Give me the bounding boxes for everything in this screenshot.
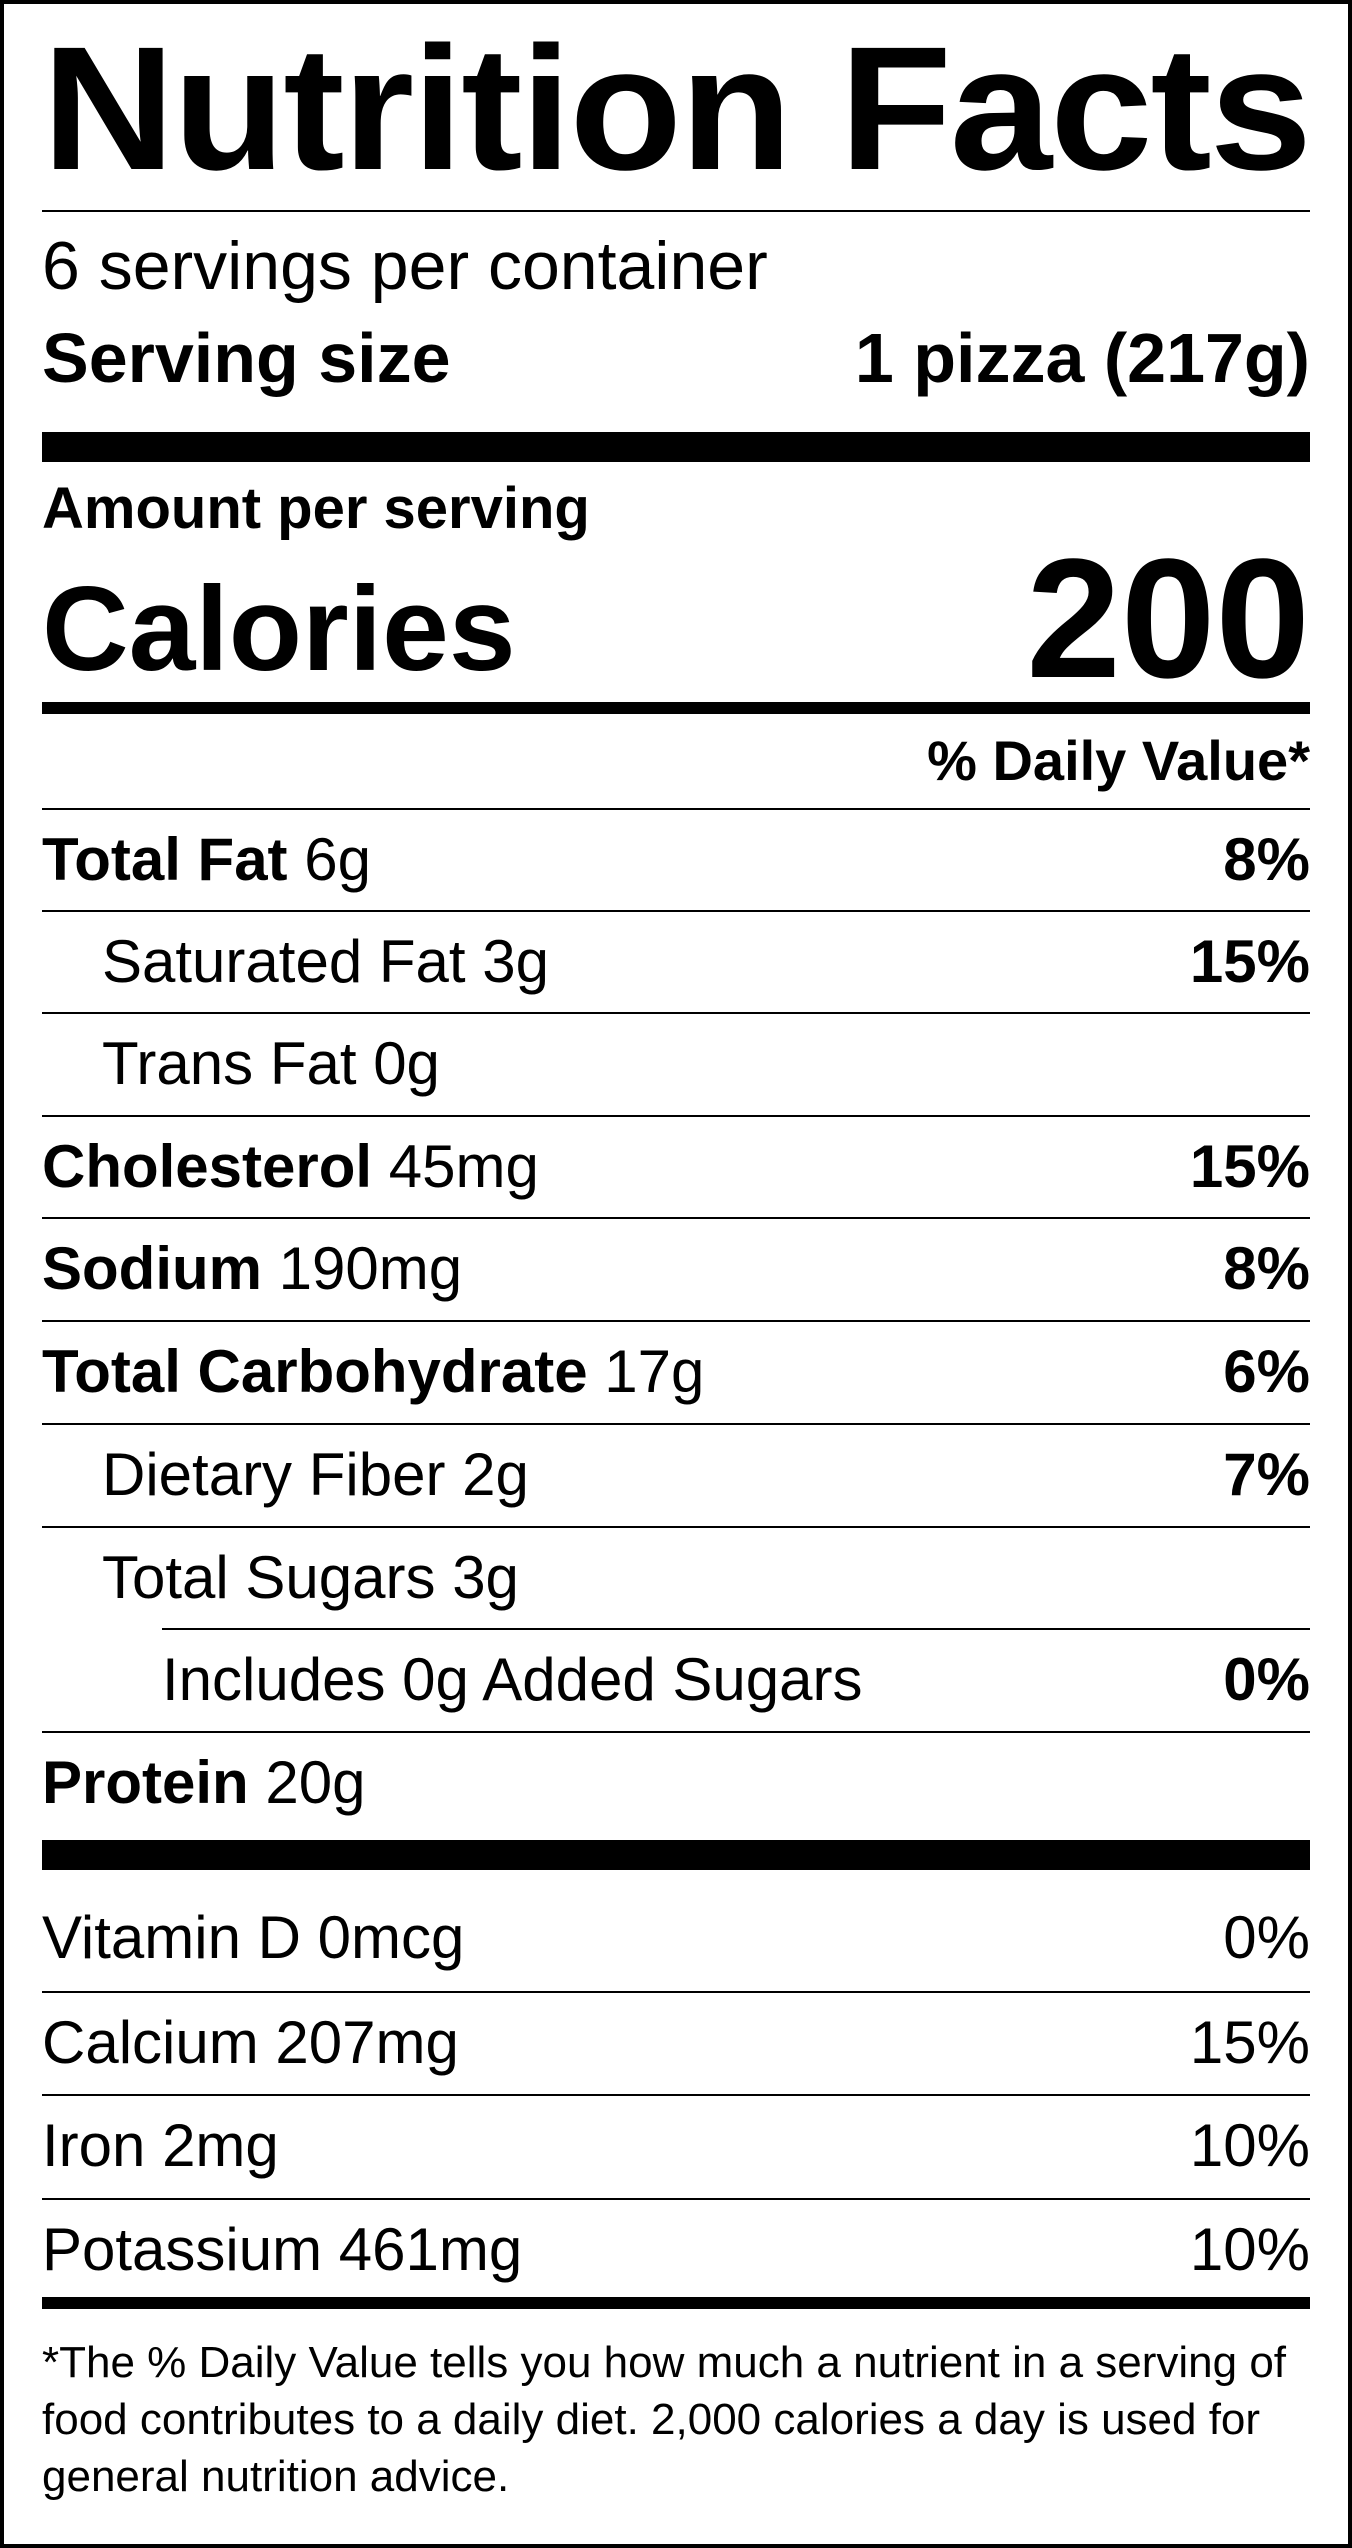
row-divider xyxy=(42,2198,1310,2200)
nutrient-name: Total Sugars xyxy=(102,1544,436,1611)
nutrient-dv: 7% xyxy=(1223,1441,1310,1508)
vitamin-name: Vitamin D xyxy=(42,1904,301,1971)
vitamin-amount: 0mcg xyxy=(317,1904,465,1971)
nutrient-amount: 20g xyxy=(265,1749,366,1816)
vitamin-name: Iron xyxy=(42,2112,146,2179)
calories-label: Calories xyxy=(42,562,516,696)
nutrient-row-dietary-fiber: Dietary Fiber 2g 7% xyxy=(42,1425,1310,1525)
vitamin-amount: 2mg xyxy=(162,2112,279,2179)
nutrient-row-total-sugars: Total Sugars 3g xyxy=(42,1528,1310,1628)
nutrient-dv: 15% xyxy=(1189,928,1310,995)
label-content: Nutrition Facts 6 servings per container… xyxy=(42,4,1312,2544)
nutrient-dv: 0% xyxy=(1223,1646,1310,1713)
row-divider xyxy=(42,1991,1310,1993)
row-divider xyxy=(42,2094,1310,2096)
nutrient-name: Total Fat xyxy=(42,826,288,893)
vitamin-dv: 10% xyxy=(1189,2112,1310,2179)
row-divider xyxy=(42,1526,1310,1528)
row-divider xyxy=(42,1423,1310,1425)
servings-per-container: 6 servings per container xyxy=(42,228,768,304)
vitamin-row-iron: Iron 2mg 10% xyxy=(42,2096,1310,2196)
nutrient-amount: 3g xyxy=(452,1544,519,1611)
calories-row: Calories 200 xyxy=(42,524,1310,704)
vitamin-name: Potassium xyxy=(42,2216,323,2283)
vitamin-amount: 461mg xyxy=(338,2216,523,2283)
nutrient-row-saturated-fat: Saturated Fat 3g 15% xyxy=(42,912,1310,1012)
vitamin-row-potassium: Potassium 461mg 10% xyxy=(42,2200,1310,2300)
nutrient-dv: 6% xyxy=(1223,1338,1310,1405)
nutrient-row-added-sugars: Includes 0g Added Sugars 0% xyxy=(42,1630,1310,1730)
row-divider xyxy=(42,1320,1310,1322)
nutrient-amount: 6g xyxy=(304,826,371,893)
row-divider xyxy=(42,1217,1310,1219)
calories-divider xyxy=(42,702,1310,714)
row-divider xyxy=(42,808,1310,810)
vitamin-row-vitamin-d: Vitamin D 0mcg 0% xyxy=(42,1888,1310,1988)
nutrient-amount: 45mg xyxy=(388,1133,539,1200)
nutrient-row-trans-fat: Trans Fat 0g xyxy=(42,1014,1310,1114)
label-title: Nutrition Facts xyxy=(42,11,1312,207)
nutrient-name: Total Carbohydrate xyxy=(42,1338,588,1405)
vitamin-dv: 15% xyxy=(1189,2009,1310,2076)
nutrient-row-protein: Protein 20g xyxy=(42,1733,1310,1833)
nutrient-row-sodium: Sodium 190mg 8% xyxy=(42,1219,1310,1319)
nutrient-name: Includes 0g Added Sugars xyxy=(162,1646,863,1713)
nutrient-row-cholesterol: Cholesterol 45mg 15% xyxy=(42,1117,1310,1217)
nutrient-name: Protein xyxy=(42,1749,249,1816)
nutrient-row-total-fat: Total Fat 6g 8% xyxy=(42,810,1310,910)
nutrient-name: Dietary Fiber xyxy=(102,1441,446,1508)
vitamin-name: Calcium xyxy=(42,2009,259,2076)
amount-per-serving: Amount per serving xyxy=(42,476,590,541)
serving-size-row: Serving size 1 pizza (217g) xyxy=(42,318,1310,398)
row-divider xyxy=(162,1628,1310,1630)
row-divider xyxy=(42,1115,1310,1117)
row-divider xyxy=(42,1731,1310,1733)
daily-value-header: % Daily Value* xyxy=(927,729,1310,792)
serving-size-value: 1 pizza (217g) xyxy=(854,319,1310,397)
row-divider xyxy=(42,1012,1310,1014)
footnote-divider xyxy=(42,2297,1310,2309)
nutrient-name: Saturated Fat xyxy=(102,928,466,995)
nutrient-name: Trans Fat xyxy=(102,1030,357,1097)
nutrient-name: Cholesterol xyxy=(42,1133,373,1200)
row-divider xyxy=(42,910,1310,912)
vitamin-row-calcium: Calcium 207mg 15% xyxy=(42,1993,1310,2093)
nutrient-amount: 17g xyxy=(604,1338,705,1405)
nutrient-name: Sodium xyxy=(42,1235,262,1302)
calories-value: 200 xyxy=(1026,524,1310,714)
vitamin-amount: 207mg xyxy=(275,2009,459,2076)
nutrient-dv: 8% xyxy=(1223,826,1310,893)
nutrient-dv: 8% xyxy=(1223,1235,1310,1302)
nutrient-amount: 0g xyxy=(373,1030,440,1097)
title-divider xyxy=(42,210,1310,212)
serving-size-label: Serving size xyxy=(42,319,451,397)
vitamin-dv: 0% xyxy=(1223,1904,1310,1971)
nutrient-amount: 190mg xyxy=(278,1235,463,1302)
footnote: *The % Daily Value tells you how much a … xyxy=(42,2338,1287,2501)
serving-divider xyxy=(42,432,1310,462)
nutrient-amount: 2g xyxy=(462,1441,529,1508)
nutrient-row-total-carbohydrate: Total Carbohydrate 17g 6% xyxy=(42,1322,1310,1422)
protein-divider xyxy=(42,1840,1310,1870)
nutrient-amount: 3g xyxy=(482,928,549,995)
vitamin-dv: 10% xyxy=(1189,2216,1310,2283)
nutrient-dv: 15% xyxy=(1189,1133,1310,1200)
